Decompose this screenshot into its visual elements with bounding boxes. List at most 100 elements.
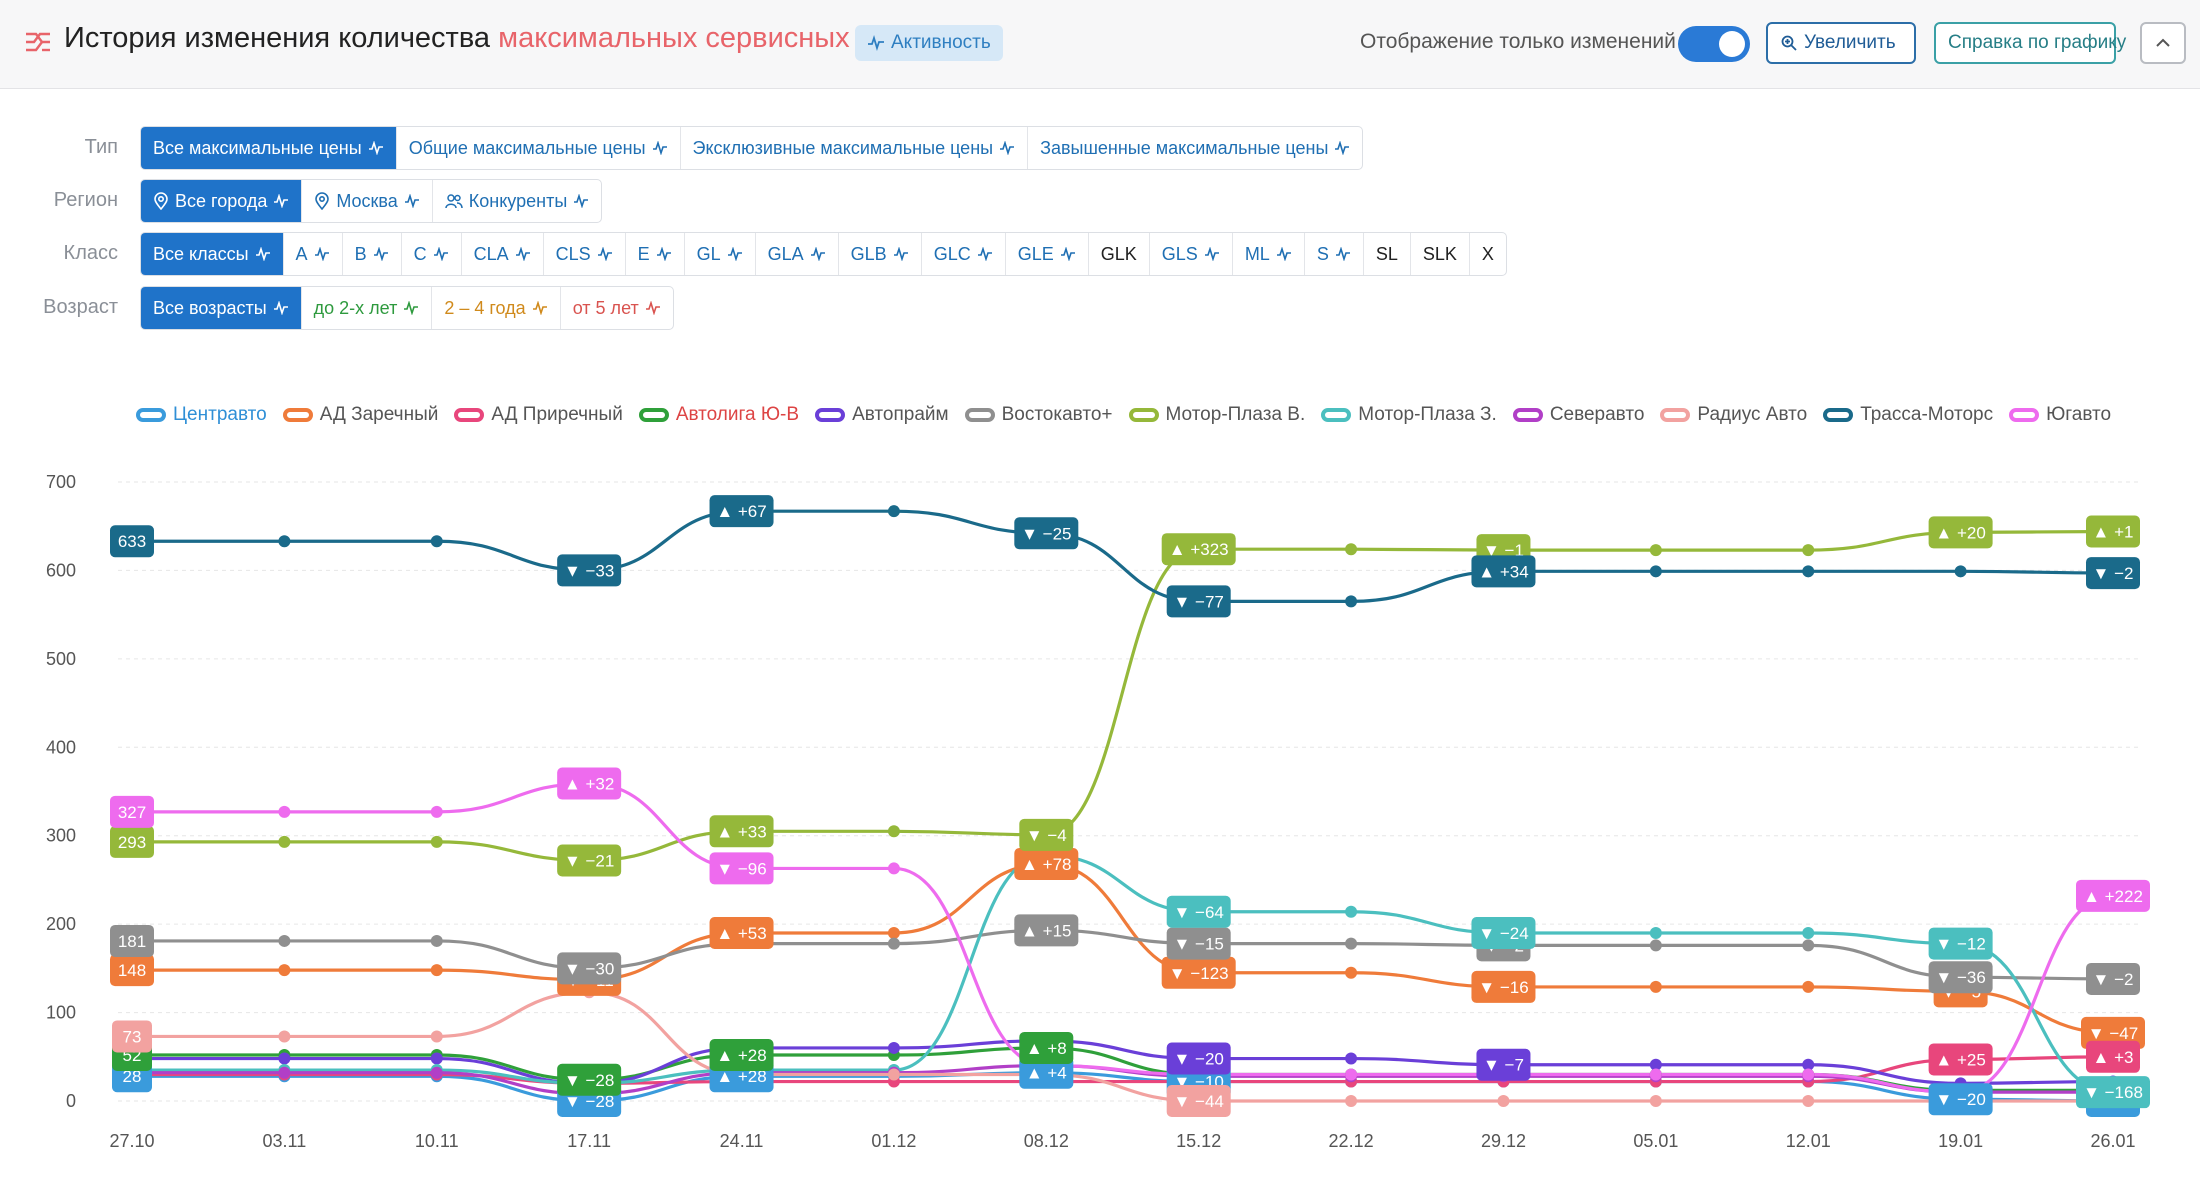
filter-option[interactable]: GLC bbox=[922, 233, 1006, 275]
legend-item[interactable]: АД Приречный bbox=[454, 400, 623, 430]
data-point[interactable] bbox=[1649, 926, 1662, 939]
data-point[interactable] bbox=[430, 964, 443, 977]
filter-option[interactable]: GLA bbox=[756, 233, 839, 275]
collapse-button[interactable] bbox=[2140, 22, 2186, 64]
legend-item[interactable]: Мотор-Плаза З. bbox=[1321, 400, 1497, 430]
data-point[interactable] bbox=[1649, 1058, 1662, 1071]
filter-option[interactable]: GL bbox=[685, 233, 756, 275]
filter-option[interactable]: E bbox=[626, 233, 685, 275]
data-point[interactable] bbox=[1802, 1058, 1815, 1071]
filter-option[interactable]: ML bbox=[1233, 233, 1305, 275]
series-line[interactable] bbox=[131, 529, 2114, 863]
data-point[interactable] bbox=[278, 835, 291, 848]
data-point[interactable] bbox=[278, 1052, 291, 1065]
filter-option[interactable]: GLK bbox=[1089, 233, 1150, 275]
data-point[interactable] bbox=[278, 805, 291, 818]
data-point[interactable] bbox=[887, 1041, 900, 1054]
activity-button[interactable]: Активность bbox=[855, 25, 1003, 61]
data-point[interactable] bbox=[887, 937, 900, 950]
filter-option[interactable]: Все возрасты bbox=[141, 287, 302, 329]
filter-option[interactable]: A bbox=[284, 233, 343, 275]
data-point[interactable] bbox=[1649, 544, 1662, 557]
filter-option[interactable]: Завышенные максимальные цены bbox=[1028, 127, 1362, 169]
data-point[interactable] bbox=[887, 1068, 900, 1081]
data-point[interactable] bbox=[1345, 595, 1358, 608]
data-point[interactable] bbox=[278, 964, 291, 977]
data-point[interactable] bbox=[430, 835, 443, 848]
legend-item[interactable]: Центравто bbox=[136, 400, 267, 430]
legend-item[interactable]: Автопрайм bbox=[815, 400, 949, 430]
filter-option[interactable]: SLK bbox=[1411, 233, 1470, 275]
filter-option[interactable]: Конкуренты bbox=[433, 180, 601, 222]
filter-option[interactable]: Москва bbox=[302, 180, 433, 222]
data-point[interactable] bbox=[887, 926, 900, 939]
filter-option[interactable]: S bbox=[1305, 233, 1364, 275]
filter-option[interactable]: от 5 лет bbox=[561, 287, 673, 329]
data-point[interactable] bbox=[1345, 905, 1358, 918]
help-button[interactable]: Справка по графику bbox=[1934, 22, 2126, 64]
filter-option[interactable]: Эксклюзивные максимальные цены bbox=[681, 127, 1029, 169]
data-point[interactable] bbox=[1345, 1052, 1358, 1065]
zoom-button[interactable]: Увеличить bbox=[1766, 22, 1916, 64]
data-point[interactable] bbox=[1649, 939, 1662, 952]
legend-item[interactable]: Радиус Авто bbox=[1660, 400, 1807, 430]
data-point[interactable] bbox=[1345, 1095, 1358, 1107]
legend-item[interactable]: Трасса-Моторс bbox=[1823, 400, 1993, 430]
filter-option[interactable]: Все города bbox=[141, 180, 303, 222]
data-point[interactable] bbox=[1649, 1095, 1662, 1107]
filter-option[interactable]: X bbox=[1470, 233, 1506, 275]
filter-option[interactable]: C bbox=[402, 233, 462, 275]
data-point[interactable] bbox=[278, 1030, 291, 1043]
data-point[interactable] bbox=[430, 1030, 443, 1043]
data-point[interactable] bbox=[430, 1066, 443, 1079]
changes-only-toggle[interactable] bbox=[1678, 26, 1750, 62]
data-point[interactable] bbox=[887, 505, 900, 518]
series-line[interactable] bbox=[132, 928, 2114, 981]
data-point[interactable] bbox=[1802, 939, 1815, 952]
series-line[interactable] bbox=[132, 862, 2114, 1035]
filter-option[interactable]: GLB bbox=[839, 233, 922, 275]
series-line[interactable] bbox=[132, 781, 2114, 1094]
data-point[interactable] bbox=[1649, 980, 1662, 993]
legend-item[interactable]: Северавто bbox=[1512, 400, 1644, 430]
filter-option[interactable]: SL bbox=[1364, 233, 1411, 275]
filter-option[interactable]: Все классы bbox=[141, 233, 284, 275]
data-point[interactable] bbox=[1954, 565, 1967, 578]
filter-option[interactable]: GLS bbox=[1150, 233, 1233, 275]
data-point[interactable] bbox=[1802, 1095, 1815, 1107]
legend-item[interactable]: АД Заречный bbox=[282, 400, 438, 430]
filter-option[interactable]: GLE bbox=[1006, 233, 1089, 275]
data-point[interactable] bbox=[1497, 1095, 1510, 1107]
legend-item[interactable]: Востокавто+ bbox=[964, 400, 1113, 430]
filter-option[interactable]: B bbox=[343, 233, 402, 275]
data-point[interactable] bbox=[887, 825, 900, 838]
series-line[interactable] bbox=[131, 509, 2114, 603]
legend-item[interactable]: Мотор-Плаза В. bbox=[1128, 400, 1305, 430]
data-point[interactable] bbox=[1802, 926, 1815, 939]
data-point[interactable] bbox=[430, 934, 443, 947]
series-line[interactable] bbox=[131, 1039, 2114, 1085]
filter-option[interactable]: Все максимальные цены bbox=[141, 127, 397, 169]
legend-item[interactable]: Югавто bbox=[2009, 400, 2111, 430]
data-point[interactable] bbox=[1345, 1068, 1358, 1081]
series-line[interactable] bbox=[132, 990, 2113, 1103]
data-point[interactable] bbox=[887, 862, 900, 875]
data-point[interactable] bbox=[278, 934, 291, 947]
data-point[interactable] bbox=[430, 805, 443, 818]
data-point[interactable] bbox=[1802, 565, 1815, 578]
data-point[interactable] bbox=[278, 535, 291, 548]
data-point[interactable] bbox=[1345, 543, 1358, 556]
data-point[interactable] bbox=[1802, 1068, 1815, 1081]
data-point[interactable] bbox=[430, 1052, 443, 1065]
legend-item[interactable]: Автолига Ю-В bbox=[638, 400, 799, 430]
filter-option[interactable]: 2 – 4 года bbox=[432, 287, 561, 329]
data-point[interactable] bbox=[278, 1066, 291, 1079]
filter-option[interactable]: Общие максимальные цены bbox=[397, 127, 681, 169]
filter-option[interactable]: до 2-х лет bbox=[302, 287, 433, 329]
data-point[interactable] bbox=[1802, 980, 1815, 993]
data-point[interactable] bbox=[1649, 565, 1662, 578]
data-point[interactable] bbox=[430, 535, 443, 548]
data-point[interactable] bbox=[1345, 937, 1358, 950]
data-point[interactable] bbox=[1802, 544, 1815, 557]
data-point[interactable] bbox=[1345, 966, 1358, 979]
